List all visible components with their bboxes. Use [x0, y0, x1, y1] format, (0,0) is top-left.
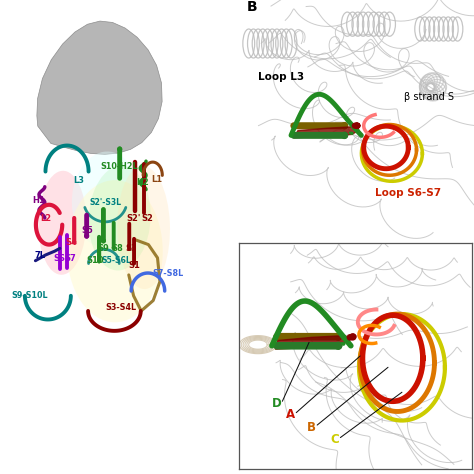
Text: L2: L2	[40, 215, 51, 223]
Text: S4: S4	[65, 238, 77, 247]
Text: S2: S2	[142, 214, 154, 222]
Text: Loop L3: Loop L3	[258, 73, 304, 82]
Text: S10-H2L: S10-H2L	[101, 163, 138, 171]
Text: S7-S8L: S7-S8L	[152, 269, 183, 277]
Text: A: A	[286, 409, 295, 421]
Polygon shape	[275, 336, 350, 349]
Ellipse shape	[89, 165, 151, 271]
Text: S9-S10L: S9-S10L	[12, 292, 48, 300]
Text: Loop S6-S7: Loop S6-S7	[375, 188, 442, 199]
Text: S1: S1	[128, 261, 140, 270]
Text: L1: L1	[151, 175, 163, 183]
Text: S3-S4L: S3-S4L	[106, 303, 137, 311]
Ellipse shape	[38, 171, 86, 275]
Text: S2'-S3L: S2'-S3L	[89, 199, 121, 207]
Text: β strand S: β strand S	[403, 91, 454, 102]
Text: S5: S5	[82, 226, 93, 235]
Ellipse shape	[72, 152, 139, 246]
Text: S3: S3	[126, 244, 137, 253]
Text: B: B	[246, 0, 257, 14]
Text: S10: S10	[86, 256, 104, 265]
Ellipse shape	[117, 166, 170, 289]
Polygon shape	[275, 336, 350, 349]
Text: S8: S8	[111, 244, 123, 253]
Text: S7: S7	[65, 255, 76, 263]
Text: H2: H2	[136, 179, 149, 187]
Polygon shape	[37, 21, 162, 155]
Text: B: B	[307, 421, 316, 434]
Text: H1: H1	[32, 196, 45, 204]
Polygon shape	[293, 127, 359, 138]
Text: S5-S6L: S5-S6L	[102, 256, 131, 265]
Polygon shape	[293, 127, 359, 138]
Text: D: D	[272, 397, 282, 410]
Ellipse shape	[67, 180, 163, 322]
Text: L3: L3	[73, 176, 84, 184]
Text: S6: S6	[54, 255, 65, 263]
Text: C: C	[330, 433, 339, 447]
Text: S2': S2'	[127, 214, 141, 222]
Text: 7L: 7L	[34, 251, 45, 259]
Text: S9: S9	[98, 244, 109, 253]
